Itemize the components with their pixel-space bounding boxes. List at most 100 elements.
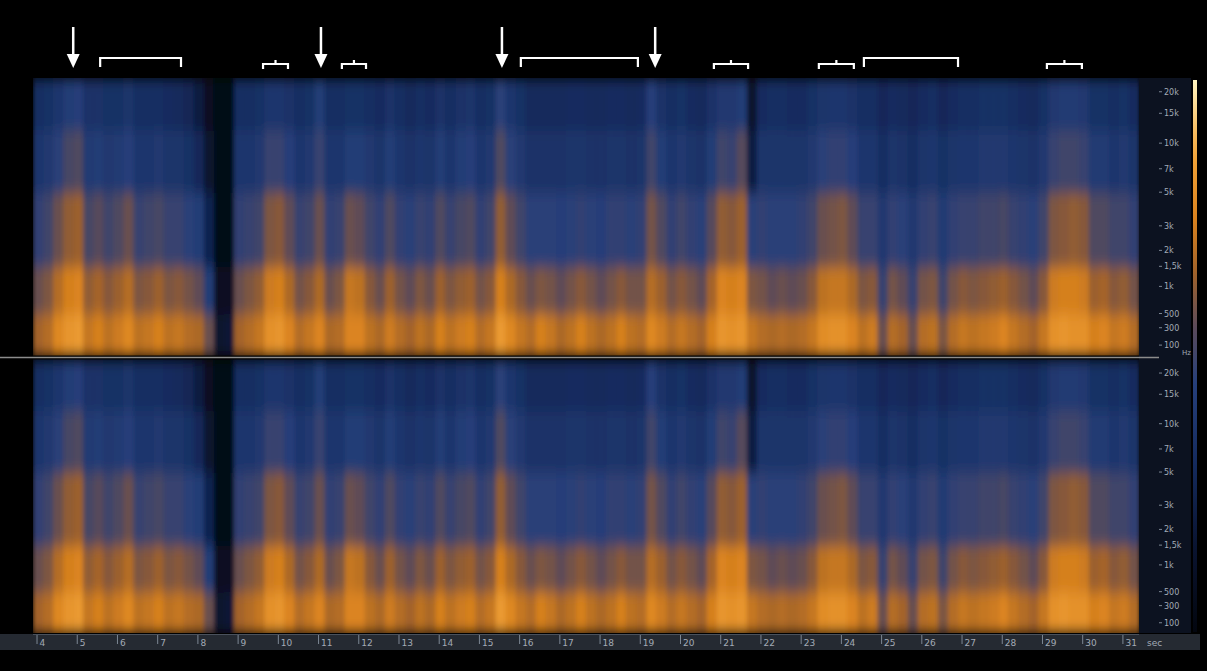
background bbox=[0, 0, 1207, 671]
cell bbox=[496, 592, 507, 633]
cell bbox=[174, 78, 185, 130]
y-tick-label: 1k bbox=[1164, 561, 1174, 570]
cell bbox=[103, 592, 114, 633]
cell bbox=[174, 411, 185, 473]
cell bbox=[687, 130, 698, 193]
cell bbox=[526, 314, 537, 356]
cell bbox=[777, 192, 788, 267]
cell bbox=[656, 360, 667, 412]
cell bbox=[395, 472, 406, 546]
cell bbox=[304, 78, 315, 130]
cell bbox=[898, 592, 909, 633]
cell bbox=[345, 266, 356, 314]
cell bbox=[646, 411, 657, 473]
cell bbox=[988, 360, 999, 412]
cell bbox=[968, 130, 979, 193]
cell bbox=[194, 78, 205, 130]
cell bbox=[465, 78, 476, 130]
cell bbox=[73, 545, 84, 592]
cell bbox=[747, 192, 758, 267]
cell bbox=[586, 592, 597, 633]
cell bbox=[315, 360, 326, 412]
cell bbox=[244, 78, 255, 130]
y-tick-label: 300 bbox=[1164, 602, 1179, 611]
cell bbox=[485, 314, 496, 356]
x-axis-line bbox=[33, 634, 1139, 635]
cell bbox=[687, 592, 698, 633]
cell bbox=[194, 545, 205, 592]
cell bbox=[868, 192, 879, 267]
cell bbox=[234, 545, 245, 592]
cell bbox=[455, 266, 466, 314]
cell bbox=[435, 192, 446, 267]
cell bbox=[546, 472, 557, 546]
cell bbox=[1028, 360, 1039, 412]
cell bbox=[1069, 592, 1080, 633]
cell bbox=[797, 411, 808, 473]
cell bbox=[365, 192, 376, 267]
cell bbox=[898, 130, 909, 193]
cell bbox=[113, 78, 124, 130]
cell bbox=[646, 360, 657, 412]
cell bbox=[83, 130, 94, 193]
cell bbox=[878, 360, 889, 412]
chart: 20k15k10k7k5k3k2k1,5k1k50030010020k15k10… bbox=[0, 0, 1207, 671]
cell bbox=[375, 360, 386, 412]
cell bbox=[1018, 472, 1029, 546]
cell bbox=[1099, 314, 1110, 356]
cell bbox=[727, 411, 738, 473]
cell bbox=[576, 130, 587, 193]
cell bbox=[274, 411, 285, 473]
x-tick bbox=[962, 635, 963, 644]
cell bbox=[123, 314, 134, 356]
cell bbox=[707, 192, 718, 267]
cell bbox=[1028, 192, 1039, 267]
cell bbox=[526, 360, 537, 412]
cell bbox=[73, 592, 84, 633]
cell bbox=[465, 545, 476, 592]
cell bbox=[656, 78, 667, 130]
cell bbox=[455, 130, 466, 193]
cell bbox=[857, 360, 868, 412]
cell bbox=[244, 411, 255, 473]
cell bbox=[385, 472, 396, 546]
x-tick-label: 29 bbox=[1045, 638, 1057, 648]
cell bbox=[43, 472, 54, 546]
cell bbox=[1028, 411, 1039, 473]
y-tick bbox=[1159, 394, 1162, 395]
cell bbox=[1079, 360, 1090, 412]
cell bbox=[375, 266, 386, 314]
cell bbox=[968, 78, 979, 130]
cell bbox=[73, 411, 84, 473]
cell bbox=[988, 266, 999, 314]
cell bbox=[717, 314, 728, 356]
cell bbox=[375, 130, 386, 193]
cell bbox=[526, 130, 537, 193]
cell bbox=[234, 411, 245, 473]
bracket bbox=[714, 60, 748, 69]
cell bbox=[33, 192, 44, 267]
cell bbox=[83, 360, 94, 412]
cell bbox=[918, 266, 929, 314]
y-tick bbox=[1159, 168, 1162, 169]
cell bbox=[355, 266, 366, 314]
cell bbox=[184, 314, 195, 356]
x-tick-label: 11 bbox=[321, 638, 332, 648]
cell bbox=[415, 78, 426, 130]
cell bbox=[455, 411, 466, 473]
cell bbox=[1069, 266, 1080, 314]
cell bbox=[817, 130, 828, 193]
cell bbox=[485, 78, 496, 130]
cell bbox=[988, 192, 999, 267]
cell bbox=[43, 78, 54, 130]
cell bbox=[1008, 266, 1019, 314]
cell bbox=[425, 314, 436, 356]
cell bbox=[767, 78, 778, 130]
page: {"chart_data": { "type": "heatmap", "x_l… bbox=[0, 0, 1207, 671]
cell bbox=[1079, 592, 1090, 633]
cell bbox=[536, 130, 547, 193]
arrow-shaft bbox=[320, 27, 323, 56]
cell bbox=[717, 360, 728, 412]
cell bbox=[827, 360, 838, 412]
x-tick bbox=[439, 635, 440, 644]
